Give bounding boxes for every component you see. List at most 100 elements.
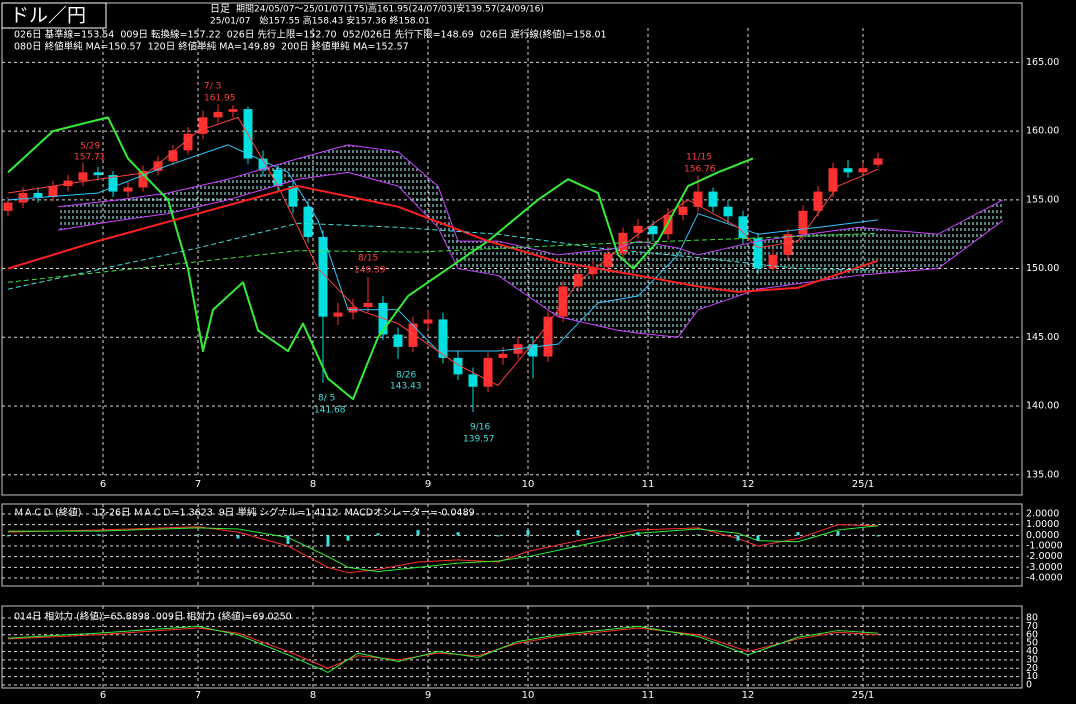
- candle-body: [678, 206, 688, 215]
- candle-body: [213, 111, 223, 118]
- series-line: [7, 116, 754, 401]
- oscillator-bar: [736, 535, 740, 541]
- legend-entry: 12-26日 ＭＡＣＤ=1.3623: [93, 508, 212, 519]
- annotation: 8/ 5: [318, 394, 335, 404]
- y-tick-label: 140.00: [1026, 401, 1059, 412]
- candle-body: [153, 161, 163, 171]
- annotations: 5/29 157.71 7/ 3 161.95 8/15 149.39 11/1…: [74, 82, 716, 445]
- candle-body: [873, 158, 883, 165]
- oscillator-bar: [696, 534, 700, 536]
- y-tick-label: 0: [1026, 680, 1032, 691]
- y-tick-label: 2.0000: [1026, 509, 1059, 520]
- candle-body: [273, 169, 283, 187]
- y-tick-label: 135.00: [1026, 469, 1059, 480]
- candle-body: [408, 323, 418, 347]
- annotation: 149.39: [354, 266, 386, 276]
- latest-info: 25/01/07 始157.55 高158.43 安157.36 終158.01: [210, 15, 430, 27]
- legend-entry: 080日 終値単純 MA=150.57: [14, 41, 142, 53]
- main-panel-frame: [1, 2, 1023, 496]
- x-tick-label: 12: [742, 479, 755, 490]
- legend-entry: 200日 終値単純 MA=152.57: [281, 41, 409, 53]
- annotation: 5/29: [80, 142, 100, 152]
- oscillator-bar: [416, 530, 420, 536]
- candle-body: [453, 357, 463, 375]
- candle-body: [768, 254, 778, 269]
- candle-body: [318, 236, 328, 317]
- candle-body: [168, 150, 178, 162]
- chart-title: ドル／円: [10, 5, 86, 27]
- candle-body: [123, 187, 133, 192]
- candle-body: [48, 186, 58, 198]
- x-tick-label: 25/1: [852, 479, 874, 490]
- annotation: 11/15: [686, 153, 712, 163]
- candle-body: [3, 202, 13, 211]
- candle-body: [633, 225, 643, 233]
- candle-body: [558, 286, 568, 317]
- candle-body: [423, 319, 433, 324]
- series-line: [8, 525, 879, 573]
- macd-panel-frame: [1, 503, 1023, 587]
- legend-entry: 9日 単純 シグナル=1.4112: [219, 507, 339, 519]
- panel-title: ＭＡＣＤ (終値): [14, 507, 81, 519]
- x-tick-label: 8: [310, 690, 316, 701]
- oscillator-bar: [636, 532, 640, 536]
- candle-body: [543, 316, 553, 357]
- series-line: [7, 116, 879, 386]
- candle-body: [183, 133, 193, 151]
- candle-body: [798, 210, 808, 235]
- candle-body: [363, 302, 373, 308]
- candle-body: [438, 319, 448, 358]
- candle-body: [288, 186, 298, 207]
- legend-entry: MACDオシレーター=-0.0489: [345, 508, 475, 519]
- y-tick-label: 80: [1026, 613, 1038, 624]
- candle-body: [573, 274, 583, 287]
- oscillator-bar: [876, 535, 880, 537]
- series-line: [7, 144, 879, 352]
- candle-body: [258, 158, 268, 170]
- candle-body: [483, 357, 493, 387]
- y-tick-label: -2.0000: [1026, 551, 1063, 562]
- candle-body: [723, 206, 733, 217]
- annotation: 143.43: [390, 382, 422, 392]
- y-tick-label: 155.00: [1026, 194, 1059, 205]
- oscillator-bar: [326, 535, 330, 547]
- candle-body: [528, 344, 538, 357]
- period-label: 日足: [210, 3, 230, 15]
- annotation: 156.76: [684, 165, 716, 175]
- legend-entry: 120日 終値単純 MA=149.89: [148, 41, 276, 53]
- candle-body: [498, 353, 508, 358]
- legend-entry: 052/026日 先行下限=148.69: [343, 29, 474, 41]
- annotation: 8/26: [396, 371, 416, 381]
- y-tick-label: 160.00: [1026, 126, 1059, 137]
- annotation: 8/15: [358, 254, 378, 264]
- series-line: [57, 171, 1004, 338]
- y-tick-label: 165.00: [1026, 57, 1059, 68]
- x-tick-label: 12: [742, 690, 755, 701]
- legend-entry: 014日 相対力 (終値)=65.8898: [14, 611, 150, 623]
- y-tick-label: 0.0000: [1026, 530, 1059, 541]
- series-line: [7, 222, 879, 290]
- y-tick-label: -1.0000: [1026, 541, 1063, 552]
- annotation: 7/ 3: [204, 82, 221, 92]
- candle-body: [603, 253, 613, 268]
- x-tick-label: 8: [310, 479, 316, 490]
- candle-body: [843, 168, 853, 173]
- oscillator-bar: [196, 534, 200, 536]
- series-line: [7, 625, 879, 673]
- y-tick-label: 20: [1026, 663, 1038, 674]
- x-tick-label: 10: [522, 479, 535, 490]
- annotation: 139.57: [463, 435, 495, 445]
- candle-body: [393, 334, 403, 347]
- candle-body: [138, 170, 148, 188]
- oscillator-bar: [496, 535, 500, 537]
- title-box: [1, 2, 107, 29]
- oscillator-bar: [756, 535, 760, 541]
- y-tick-label: 40: [1026, 646, 1038, 657]
- x-tick-label: 25/1: [852, 690, 874, 701]
- x-tick-label: 7: [195, 479, 201, 490]
- legend-entry: 026日 基準線=153.54: [14, 29, 114, 41]
- legend-entry: 026日 遅行線(終値)=158.01: [480, 29, 607, 41]
- y-tick-label: -3.0000: [1026, 562, 1063, 573]
- oscillator-bar: [286, 535, 290, 544]
